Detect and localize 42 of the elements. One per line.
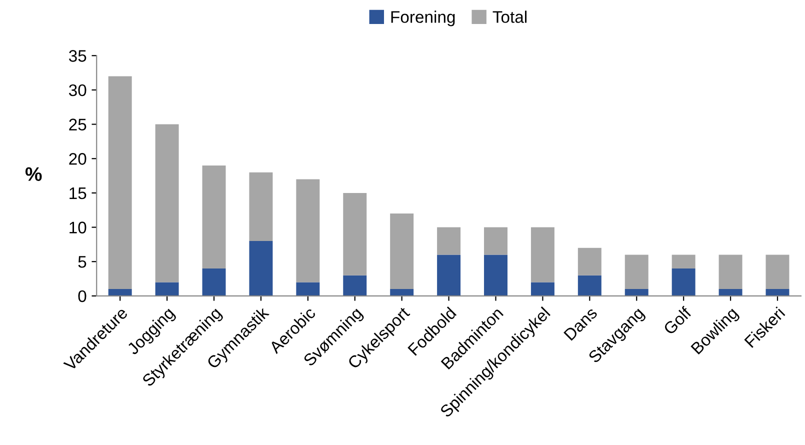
y-axis-title: % <box>25 167 42 181</box>
bar <box>624 289 648 296</box>
bar <box>202 268 226 296</box>
bar <box>296 282 320 296</box>
y-tick-label: 0 <box>78 290 86 302</box>
bar <box>484 254 508 296</box>
bar <box>530 227 554 282</box>
bar <box>578 275 602 296</box>
bar <box>108 76 132 290</box>
y-tick-label: 15 <box>70 188 86 200</box>
bar <box>296 179 320 282</box>
bar <box>578 248 602 276</box>
bar <box>202 165 226 268</box>
bar <box>530 282 554 296</box>
y-tick-label: 25 <box>69 118 86 130</box>
x-tick-label: Golf <box>662 306 692 336</box>
bar <box>672 268 696 296</box>
bar <box>484 227 508 255</box>
y-tick-label: 10 <box>70 222 86 234</box>
bar <box>390 214 414 290</box>
bar <box>155 124 179 282</box>
bar <box>343 192 367 276</box>
bar <box>390 289 414 296</box>
bar <box>249 241 273 296</box>
legend-label: Total <box>492 10 526 23</box>
bar <box>437 254 461 296</box>
bar <box>249 172 273 241</box>
y-tick-label: 30 <box>68 84 86 96</box>
legend-label: Forening <box>391 10 455 26</box>
bar <box>672 254 696 268</box>
bar <box>155 282 179 296</box>
y-tick-label: 35 <box>68 50 86 62</box>
bar <box>437 227 461 255</box>
y-tick-label: 5 <box>78 256 86 268</box>
y-tick-label: 20 <box>69 153 86 165</box>
bar <box>624 254 648 290</box>
bar <box>718 254 742 290</box>
bar <box>718 289 742 296</box>
bar <box>766 289 790 296</box>
bar <box>766 254 790 290</box>
bar <box>108 289 132 296</box>
bar <box>343 275 367 296</box>
